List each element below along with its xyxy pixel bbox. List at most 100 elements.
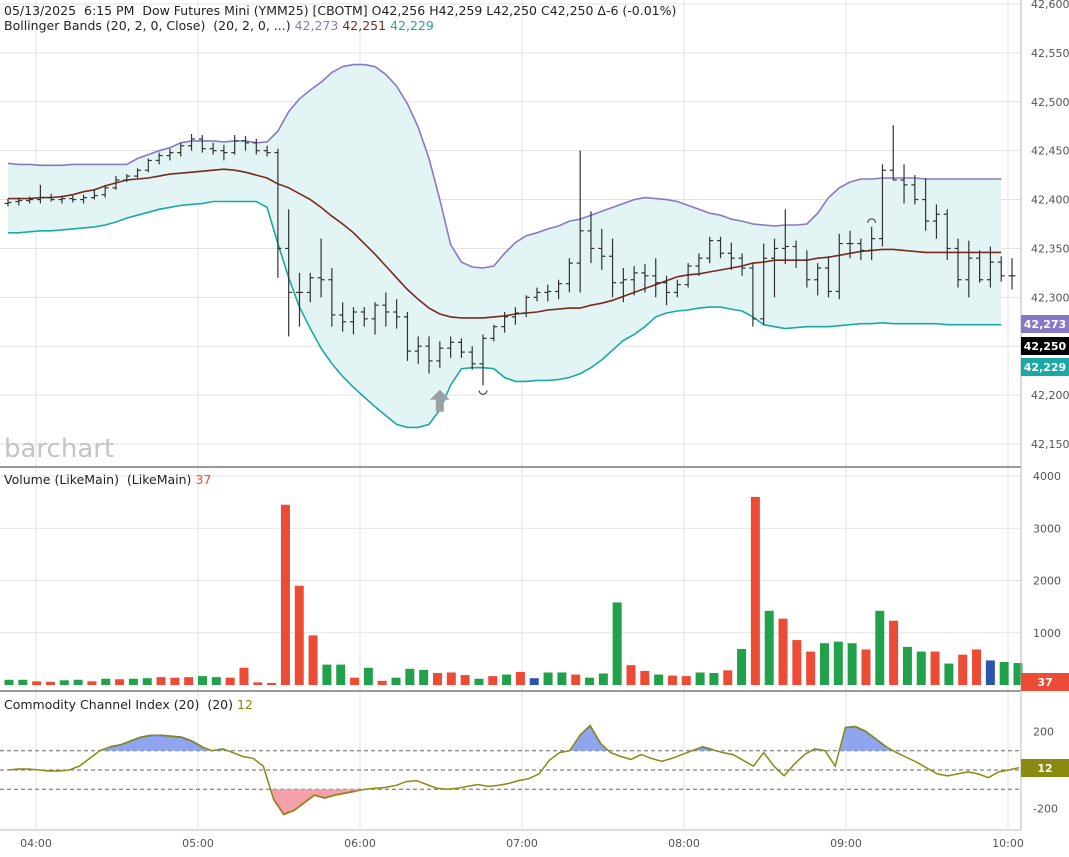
volume-value: 37 xyxy=(195,472,212,487)
volume-bar xyxy=(405,668,415,685)
ohlc-bar xyxy=(738,253,746,276)
ohlc-bar xyxy=(587,211,595,264)
ohlc-bar xyxy=(846,230,854,259)
ohlc-bar xyxy=(393,299,401,329)
lower-band-tag-text: 42,229 xyxy=(1024,361,1066,374)
ohlc-bar xyxy=(490,324,498,342)
ohlc-bar xyxy=(760,243,768,325)
ohlc-bar xyxy=(339,302,347,332)
volume-bar xyxy=(958,654,968,685)
ohlc-bar xyxy=(414,336,422,364)
volume-bar xyxy=(280,504,290,685)
volume-bar xyxy=(654,674,664,685)
volume-bar xyxy=(184,677,194,685)
volume-value-tag-bg xyxy=(1021,673,1069,691)
ohlc-bar xyxy=(803,250,811,288)
volume-bar xyxy=(681,676,691,685)
x-tick-label: 09:00 xyxy=(830,837,862,850)
ohlc-bar xyxy=(112,176,120,190)
ohlc-bar xyxy=(954,238,962,288)
ohlc-bar xyxy=(123,174,131,182)
cci-legend[interactable]: Commodity Channel Index (20) (20) 12 xyxy=(4,697,253,712)
price-pane[interactable]: barchart xyxy=(4,63,1016,464)
volume-legend[interactable]: Volume (LikeMain) (LikeMain) 37 xyxy=(4,472,211,487)
volume-bar xyxy=(598,673,608,685)
ohlc-bar xyxy=(727,242,735,270)
x-tick-label: 07:00 xyxy=(506,837,538,850)
ohlc-bar xyxy=(80,194,88,204)
volume-bar xyxy=(944,663,954,685)
ohlc-bar xyxy=(576,150,584,293)
ohlc-bar xyxy=(911,175,919,205)
cci-pane[interactable] xyxy=(0,724,1021,816)
ohlc-bar xyxy=(188,134,196,151)
volume-pane[interactable] xyxy=(4,496,1023,685)
ohlc-bar xyxy=(630,266,638,296)
volume-bar xyxy=(695,672,705,685)
ohlc-bar xyxy=(317,238,325,298)
bollinger-legend[interactable]: Bollinger Bands (20, 2, 0, Close) (20, 2… xyxy=(4,18,434,33)
volume-bar xyxy=(73,679,83,685)
volume-bar xyxy=(585,677,595,685)
ohlc-bar xyxy=(792,240,800,268)
ohlc-bar xyxy=(1008,258,1016,290)
ohlc-bar xyxy=(965,240,973,298)
ohlc-bar xyxy=(90,189,98,200)
volume-tick-label: 1000 xyxy=(1033,627,1061,640)
header-symbol[interactable]: Dow Futures Mini (YMM25) [CBOTM] xyxy=(142,3,368,18)
header-date: 05/13/2025 xyxy=(4,3,77,18)
volume-bar xyxy=(737,648,747,685)
ohlc-bar xyxy=(447,336,455,358)
ohlc-bar xyxy=(220,144,228,161)
ohlc-bar xyxy=(36,184,44,204)
bollinger-band-fill xyxy=(8,64,1002,428)
ohlc-bar xyxy=(922,178,930,231)
volume-tick-label: 3000 xyxy=(1033,522,1061,535)
volume-bar xyxy=(1013,663,1023,685)
ohlc-bar xyxy=(641,264,649,293)
ohlc-bar xyxy=(781,209,789,265)
ohlc-bar xyxy=(598,228,606,270)
volume-bar xyxy=(101,678,111,685)
volume-bar xyxy=(571,674,581,685)
cci-value-tag-text: 12 xyxy=(1037,762,1052,775)
annotations xyxy=(429,218,877,412)
ohlc-bar xyxy=(468,346,476,370)
ohlc-bar xyxy=(242,136,250,151)
volume-bar xyxy=(750,496,760,685)
price-tick-label: 42,350 xyxy=(1031,242,1069,255)
volume-bar xyxy=(612,602,622,685)
ohlc-bar xyxy=(770,238,778,298)
volume-bar xyxy=(972,649,982,685)
volume-tick-label: 2000 xyxy=(1033,575,1061,588)
ohlc-bar xyxy=(878,164,886,247)
ohlc-bar xyxy=(371,302,379,335)
ohlc-bar xyxy=(749,263,757,327)
ohlc-bar xyxy=(684,263,692,288)
up-arrow-icon xyxy=(429,389,450,412)
cci-overbought-fill xyxy=(839,726,894,751)
bollinger-middle-value: 42,251 xyxy=(342,18,387,33)
ohlc-bar xyxy=(544,284,552,302)
volume-bar xyxy=(930,651,940,685)
volume-bar xyxy=(889,620,899,685)
x-tick-label: 05:00 xyxy=(182,837,214,850)
volume-bar xyxy=(419,669,429,685)
ohlc-bar xyxy=(814,263,822,296)
ohlc-bar xyxy=(511,307,519,325)
barchart-logo: barchart xyxy=(4,434,114,464)
volume-bar xyxy=(253,682,263,685)
volume-bar xyxy=(488,676,498,685)
volume-bar xyxy=(557,672,567,685)
ohlc-bar xyxy=(360,307,368,327)
volume-value-tag: 37 xyxy=(1021,673,1069,691)
volume-bar xyxy=(474,678,484,685)
volume-bar xyxy=(156,677,166,685)
ohlc-bar xyxy=(252,138,260,155)
last-price-tag-bg xyxy=(1021,337,1069,355)
last-price-tag: 42,250 xyxy=(1021,337,1069,355)
volume-bar xyxy=(45,681,55,685)
ohlc-bar xyxy=(15,197,23,206)
volume-bar xyxy=(626,665,636,685)
lower-band-tag-bg xyxy=(1021,358,1069,376)
